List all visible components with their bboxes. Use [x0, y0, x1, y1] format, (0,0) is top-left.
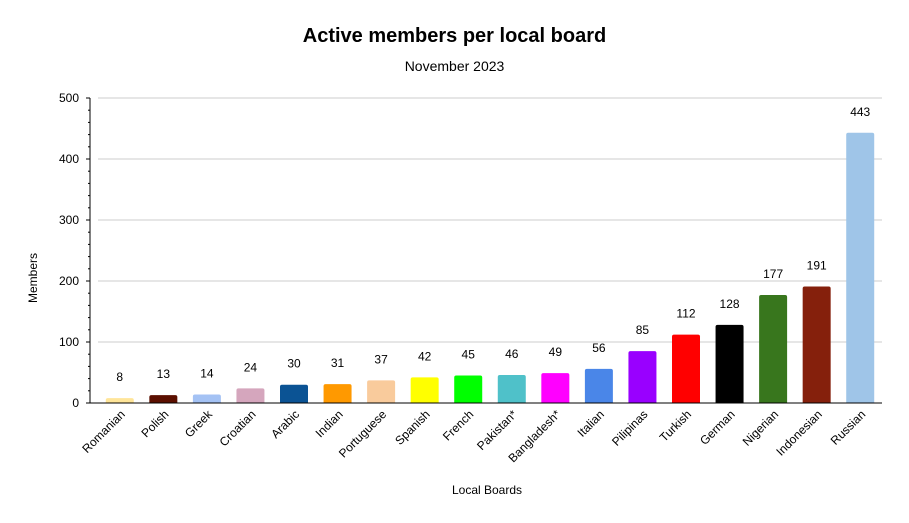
bar-indian: [323, 384, 352, 403]
chart-title: Active members per local board: [302, 25, 607, 47]
bar-pilipinas: [628, 351, 657, 403]
bar-turkish: [672, 334, 700, 403]
bar-polish: [149, 395, 178, 403]
x-tick-label: Turkish: [657, 407, 694, 444]
x-tick-label: Arabic: [268, 407, 302, 441]
x-tick-label: Croatian: [217, 407, 259, 449]
x-tick-label: Pakistan*: [474, 407, 520, 453]
y-axis-title: Members: [26, 253, 40, 303]
data-label: 128: [720, 297, 740, 311]
data-label: 42: [418, 349, 432, 363]
data-label: 177: [763, 267, 783, 281]
data-label: 85: [636, 323, 650, 337]
y-tick-label: 300: [59, 213, 79, 227]
x-tick-label: Russian: [828, 407, 869, 448]
bar-nigerian: [759, 295, 788, 403]
data-label: 191: [807, 258, 827, 272]
bar-portuguese: [367, 380, 396, 403]
x-axis-title: Local Boards: [452, 483, 522, 497]
data-label: 112: [676, 307, 695, 321]
bar-russian: [846, 132, 875, 403]
x-tick-label: German: [697, 407, 738, 448]
data-label: 443: [850, 105, 870, 119]
axes: 0 100 200 300 400 500 Romanian Polish Greek Croat…: [59, 91, 882, 465]
data-label: 30: [287, 357, 301, 371]
bar-pakistan: [497, 374, 526, 403]
data-label: 8: [116, 370, 123, 384]
x-tick-label: Italian: [574, 407, 607, 440]
bar-bangladesh: [541, 373, 570, 403]
x-tick-label: Indonesian: [773, 407, 824, 458]
data-label: 14: [200, 366, 214, 380]
data-label: 24: [244, 360, 258, 374]
bar-german: [715, 324, 744, 403]
data-label: 56: [592, 341, 606, 355]
x-tick-label: Nigerian: [740, 407, 782, 449]
data-label: 13: [157, 367, 171, 381]
x-tick-label: Pilipinas: [609, 407, 651, 449]
gridlines: [98, 97, 882, 343]
bar-romanian: [105, 398, 134, 403]
data-label: 49: [549, 345, 563, 359]
bar-spanish: [410, 377, 439, 403]
y-tick-label: 500: [59, 91, 79, 105]
chart-subtitle: November 2023: [404, 58, 505, 74]
y-tick-label: 100: [59, 335, 79, 349]
bar-indonesian: [802, 286, 831, 403]
y-tick-label: 0: [72, 396, 79, 410]
bar-french: [454, 375, 483, 403]
bars: [105, 132, 875, 403]
x-tick-label: Greek: [182, 407, 216, 441]
bar-croatian: [236, 388, 265, 403]
x-tick-label: French: [440, 407, 476, 443]
x-tick-label: Romanian: [79, 407, 128, 456]
bar-arabic: [280, 384, 308, 403]
x-tick-label: Spanish: [392, 407, 433, 448]
data-label: 31: [331, 356, 345, 370]
y-tick-label: 200: [59, 274, 79, 288]
x-tick-label: Polish: [138, 407, 171, 440]
data-labels: 8 13 14 24 30 31 37 42 45 46 49 56 85 112 128 177 191 443: [116, 105, 870, 384]
x-tick-label: Indian: [313, 407, 346, 440]
y-tick-label: 400: [59, 152, 79, 166]
data-label: 37: [374, 352, 388, 366]
x-tick-label: Portuguese: [336, 407, 390, 461]
bar-greek: [192, 394, 221, 403]
data-label: 46: [505, 347, 519, 361]
data-label: 45: [462, 348, 476, 362]
bar-italian: [584, 368, 613, 403]
